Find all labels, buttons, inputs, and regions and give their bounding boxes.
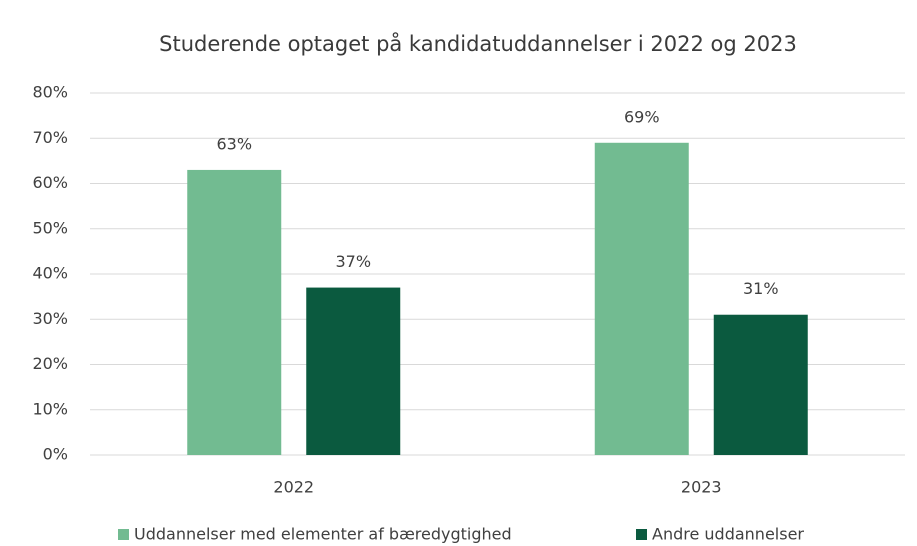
y-tick-label: 10% bbox=[32, 399, 68, 418]
y-tick-label: 30% bbox=[32, 309, 68, 328]
data-label: 69% bbox=[624, 107, 660, 126]
legend-swatch bbox=[636, 529, 647, 540]
y-tick-label: 50% bbox=[32, 218, 68, 237]
bar bbox=[306, 287, 401, 455]
y-tick-label: 70% bbox=[32, 128, 68, 147]
y-tick-label: 60% bbox=[32, 173, 68, 192]
y-tick-label: 80% bbox=[32, 83, 68, 102]
data-label: 37% bbox=[335, 252, 371, 271]
y-tick-label: 0% bbox=[43, 445, 68, 464]
y-tick-label: 40% bbox=[32, 264, 68, 283]
data-label: 63% bbox=[216, 134, 252, 153]
data-label: 31% bbox=[743, 279, 779, 298]
chart-title: Studerende optaget på kandidatuddannelse… bbox=[159, 31, 797, 56]
x-tick-label: 2022 bbox=[273, 478, 314, 497]
bar bbox=[594, 142, 689, 455]
legend-swatch bbox=[118, 529, 129, 540]
bar bbox=[713, 314, 808, 455]
bar bbox=[187, 169, 282, 456]
legend-label: Uddannelser med elementer af bæredygtigh… bbox=[134, 525, 512, 544]
x-tick-label: 2023 bbox=[681, 478, 722, 497]
legend-label: Andre uddannelser bbox=[652, 525, 804, 544]
y-tick-label: 20% bbox=[32, 354, 68, 373]
